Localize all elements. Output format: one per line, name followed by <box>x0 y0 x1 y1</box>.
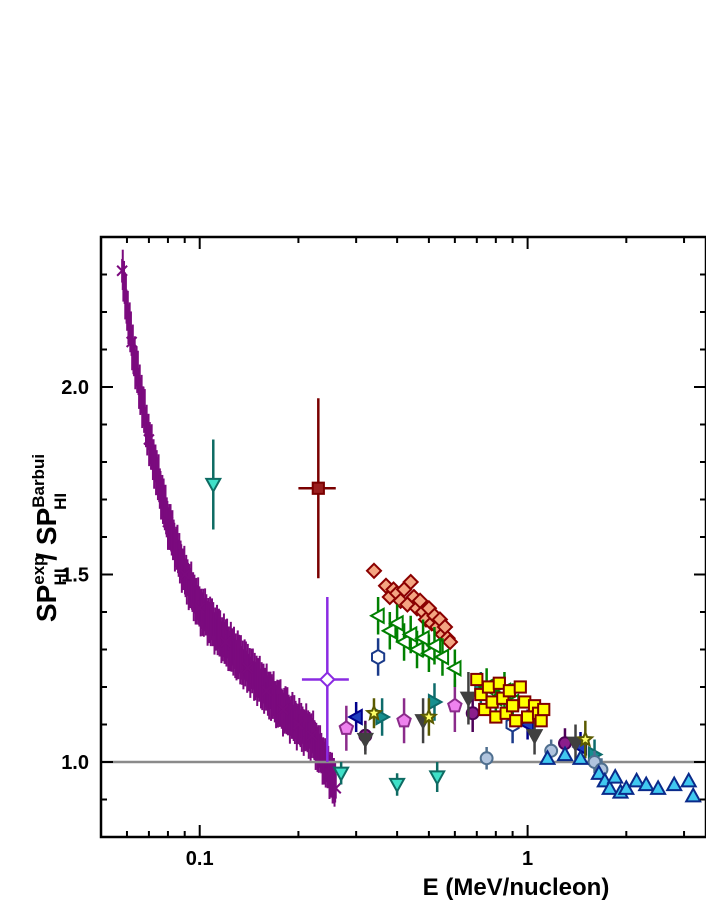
band-cross-marker <box>116 265 128 277</box>
marker-triangle-up <box>680 771 698 788</box>
marker-pentagon <box>338 720 355 735</box>
marker-triangle-down <box>566 736 585 753</box>
band-cross-marker <box>241 662 254 674</box>
marker-triangle-up <box>556 745 574 762</box>
x-tick-label: 1 <box>522 848 533 870</box>
marker-square <box>513 680 527 694</box>
marker-triangle-left <box>433 648 450 666</box>
band-cross-marker <box>260 685 273 697</box>
band-cross-marker <box>178 568 191 581</box>
marker-hexagon <box>371 648 386 666</box>
band-cross-marker <box>277 703 290 716</box>
marker-triangle-up <box>684 786 702 803</box>
marker-square <box>474 687 488 702</box>
series-3-pentagon <box>338 679 463 751</box>
marker-diamond <box>318 671 336 688</box>
marker-triangle-down <box>459 691 478 708</box>
marker-diamond <box>402 573 420 591</box>
marker-triangle-up <box>649 779 667 795</box>
y-axis-main: SP <box>31 585 62 622</box>
marker-triangle-up <box>637 775 655 792</box>
y-axis-num-sub: HI <box>51 568 70 585</box>
y-tick-label: 2.0 <box>61 377 89 399</box>
band-cross-marker <box>330 782 342 794</box>
marker-pentagon <box>447 697 463 713</box>
axis-ticks: 0.1 1 1.0 1.5 2.0 <box>61 236 706 870</box>
marker-triangle-left <box>380 622 397 640</box>
marker-square <box>505 699 520 713</box>
marker-triangle-left <box>445 659 462 677</box>
marker-triangle-up <box>571 749 590 765</box>
marker-star <box>576 729 595 748</box>
x-tick-label: 0.1 <box>186 848 214 870</box>
marker-star <box>364 703 384 721</box>
series-1-square <box>298 398 336 579</box>
marker-triangle-down <box>428 770 446 787</box>
band-cross-marker <box>219 636 232 648</box>
series-0-triangle-down <box>204 439 446 796</box>
marker-triangle-up <box>617 779 635 795</box>
x-axis-title: E (MeV/nucleon) <box>423 874 610 901</box>
marker-triangle-left <box>347 708 363 726</box>
band-cross-marker <box>306 730 318 742</box>
marker-triangle-up <box>601 779 619 795</box>
series-14-triangle-up <box>538 745 702 803</box>
marker-square <box>509 714 523 728</box>
band-cross-marker <box>125 336 138 348</box>
y-axis-den-sup: Barbui <box>29 454 48 508</box>
marker-triangle-down <box>388 777 406 794</box>
marker-square <box>534 714 548 728</box>
y-axis-num-sup: exp <box>29 555 48 584</box>
marker-square <box>521 710 535 724</box>
band-cross-marker <box>193 602 206 614</box>
series-7-triangle-down <box>356 672 585 762</box>
marker-pentagon <box>396 712 412 728</box>
y-tick-label: 1.5 <box>61 565 89 587</box>
marker-triangle-left <box>388 614 404 632</box>
marker-square <box>537 702 551 717</box>
marker-star <box>419 707 439 725</box>
marker-circle <box>479 751 494 766</box>
band-cross-marker <box>292 718 305 731</box>
plot-frame <box>99 235 706 839</box>
marker-diamond <box>441 633 459 651</box>
marker-triangle-down <box>525 729 544 745</box>
y-axis-den-main: SP <box>31 508 62 545</box>
marker-triangle-left <box>425 637 442 655</box>
series-9-star <box>364 698 595 759</box>
data-series-layer <box>204 398 702 803</box>
band-cross-marker <box>143 433 155 446</box>
marker-triangle-down <box>204 477 222 494</box>
y-axis-title: SPexp HI / SPBarbui HI <box>29 454 70 622</box>
y-tick-label: 1.0 <box>61 752 89 774</box>
marker-square <box>485 695 499 709</box>
band-cross-marker <box>324 767 336 779</box>
marker-triangle-down <box>356 732 374 749</box>
marker-diamond <box>365 562 383 580</box>
marker-square <box>470 672 484 687</box>
series-10-diamond <box>365 562 459 651</box>
marker-triangle-up <box>627 771 646 788</box>
series-2-diamond <box>301 597 349 762</box>
y-axis-sep: / <box>31 545 62 568</box>
marker-triangle-up <box>538 749 557 765</box>
cross-data-band <box>116 249 342 807</box>
marker-triangle-down <box>332 766 350 783</box>
marker-triangle-up <box>606 767 624 784</box>
band-cross-marker <box>162 516 174 528</box>
marker-square <box>496 691 510 705</box>
marker-triangle-up <box>665 775 683 792</box>
marker-square <box>478 702 492 717</box>
marker-square <box>481 680 496 694</box>
marker-square <box>311 481 325 495</box>
series-12-square <box>470 672 551 728</box>
marker-square <box>492 676 506 690</box>
marker-square <box>502 684 516 698</box>
marker-triangle-up <box>590 764 608 780</box>
y-axis-den-sub: HI <box>51 493 70 510</box>
marker-triangle-left <box>369 607 385 625</box>
